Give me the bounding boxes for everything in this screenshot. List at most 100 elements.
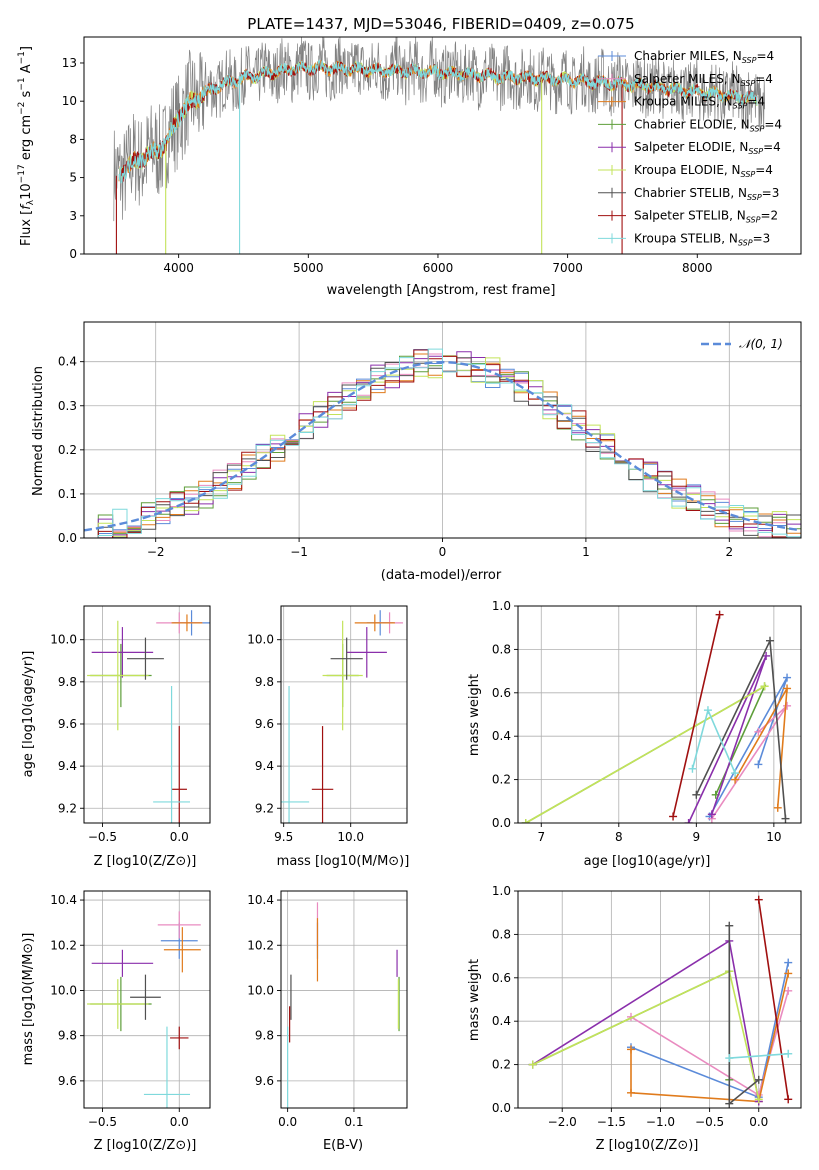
y-tick-label: 0.2 bbox=[58, 443, 77, 457]
x-tick-label: 2 bbox=[725, 545, 733, 559]
y-tick-label: 9.2 bbox=[255, 801, 274, 815]
spectrum-title: PLATE=1437, MJD=53046, FIBERID=0409, z=0… bbox=[247, 15, 634, 33]
weight-point-marker bbox=[754, 895, 763, 904]
weight-point-marker bbox=[684, 819, 693, 823]
y-tick-label: 10.0 bbox=[247, 633, 274, 647]
model-spectrum-line bbox=[118, 59, 758, 184]
age-weight-ylabel: mass weight bbox=[467, 674, 482, 756]
z-age-ylabel: age [log10(age/yr)] bbox=[21, 651, 36, 778]
y-tick-label: 10.4 bbox=[247, 893, 274, 907]
errorbar-point bbox=[91, 949, 154, 977]
weight-point-marker bbox=[715, 610, 724, 619]
age-weight-plot-area bbox=[521, 610, 792, 823]
residual-xlabel: (data-model)/error bbox=[381, 568, 502, 583]
errorbar-point bbox=[346, 627, 387, 678]
legend-label: Salpeter STELIB, NSSP=2 bbox=[634, 209, 778, 225]
mass-age-plot-area bbox=[281, 610, 403, 823]
weight-point-marker bbox=[760, 682, 769, 691]
legend-label: Kroupa MILES, NSSP=4 bbox=[634, 95, 765, 111]
y-tick-label: 0.2 bbox=[492, 773, 511, 787]
x-tick-label: 10.0 bbox=[337, 830, 364, 844]
x-tick-label: 0.0 bbox=[278, 1115, 297, 1129]
weight-point-marker bbox=[754, 727, 763, 736]
y-tick-label: 0.6 bbox=[492, 686, 511, 700]
weight-point-marker bbox=[725, 1054, 734, 1063]
legend-label: Chabrier STELIB, NSSP=3 bbox=[634, 186, 779, 202]
x-tick-label: 7 bbox=[537, 830, 545, 844]
y-tick-label: 13 bbox=[62, 56, 77, 70]
x-tick-label: −2 bbox=[147, 545, 165, 559]
y-tick-label: 0.0 bbox=[492, 816, 511, 830]
errorbar-point bbox=[354, 614, 395, 632]
z-weight-xlabel: Z [log10(Z/Z⊙)] bbox=[596, 1138, 699, 1153]
y-tick-label: 8 bbox=[69, 132, 77, 146]
residual-plot-area bbox=[84, 348, 801, 538]
weight-point-marker bbox=[754, 1075, 763, 1084]
x-tick-label: −1.0 bbox=[646, 1115, 675, 1129]
y-tick-label: 0.0 bbox=[492, 1101, 511, 1115]
y-tick-label: 10.4 bbox=[50, 893, 77, 907]
x-tick-label: 6000 bbox=[423, 261, 454, 275]
legend-label: Chabrier MILES, NSSP=4 bbox=[634, 49, 774, 65]
spectrum-frame bbox=[83, 36, 802, 255]
z-weight-group: −2.0 −1.5 −1.0 −0.5 0.0 0.0 0.2 0.4 0.6 0.8 1.0 bbox=[492, 884, 802, 1129]
weight-point-marker bbox=[528, 1060, 537, 1069]
errorbar-point bbox=[322, 620, 363, 731]
spectrum-xlabel: wavelength [Angstrom, rest frame] bbox=[327, 283, 556, 298]
errorbar-point bbox=[171, 614, 203, 632]
y-tick-label: 10.0 bbox=[50, 983, 77, 997]
weight-point-marker bbox=[521, 819, 530, 823]
weight-series-line bbox=[711, 705, 788, 820]
weight-point-marker bbox=[627, 1045, 636, 1054]
z-mass-frame bbox=[83, 890, 211, 1109]
weight-point-marker bbox=[784, 969, 793, 978]
weight-series-line bbox=[672, 614, 721, 817]
weight-point-marker bbox=[783, 701, 792, 710]
weight-series-line bbox=[525, 685, 765, 823]
y-tick-label: 9.6 bbox=[255, 717, 274, 731]
spectrum-plot-area bbox=[113, 37, 766, 254]
mass-age-frame bbox=[280, 605, 408, 824]
weight-series-line bbox=[757, 899, 789, 1100]
weight-point-marker bbox=[754, 760, 763, 769]
y-tick-label: 10.0 bbox=[247, 983, 274, 997]
weight-point-marker bbox=[784, 986, 793, 995]
weight-point-marker bbox=[784, 1049, 793, 1058]
y-tick-label: 9.8 bbox=[255, 675, 274, 689]
x-tick-label: 1 bbox=[582, 545, 590, 559]
errorbar-point bbox=[281, 686, 310, 823]
y-tick-label: 9.4 bbox=[255, 759, 274, 773]
y-tick-label: 0.2 bbox=[492, 1058, 511, 1072]
age-weight-frame bbox=[517, 605, 802, 824]
y-tick-label: 3 bbox=[69, 209, 77, 223]
legend-label: Salpeter MILES, NSSP=4 bbox=[634, 72, 773, 88]
y-tick-label: 9.8 bbox=[58, 1029, 77, 1043]
weight-point-marker bbox=[692, 790, 701, 799]
spectrum-legend: Chabrier MILES, NSSP=4 Salpeter MILES, NS… bbox=[598, 49, 782, 247]
x-tick-label: 9 bbox=[693, 830, 701, 844]
x-tick-label: 5000 bbox=[293, 261, 324, 275]
legend-label: Kroupa ELODIE, NSSP=4 bbox=[634, 163, 773, 179]
z-weight-ylabel: mass weight bbox=[467, 959, 482, 1041]
weight-point-marker bbox=[781, 814, 790, 823]
z-mass-xlabel: Z [log10(Z/Z⊙)] bbox=[94, 1138, 197, 1153]
ebv-mass-xlabel: E(B-V) bbox=[323, 1138, 363, 1153]
y-tick-label: 0.4 bbox=[492, 729, 511, 743]
x-tick-label: 0 bbox=[439, 545, 447, 559]
errorbar-point bbox=[153, 686, 191, 823]
ebv-mass-frame bbox=[280, 890, 408, 1109]
age-weight-group: 7 8 9 10 0.0 0.2 0.4 0.6 0.8 1.0 bbox=[492, 599, 802, 844]
y-tick-label: 0.4 bbox=[58, 355, 77, 369]
errorbar-point bbox=[87, 620, 149, 731]
y-tick-label: 1.0 bbox=[492, 884, 511, 898]
x-tick-label: 7000 bbox=[552, 261, 583, 275]
y-tick-label: 0.1 bbox=[58, 487, 77, 501]
spectrum-group: 4000 5000 6000 7000 8000 0 3 5 8 10 13 bbox=[62, 36, 802, 275]
z-age-plot-area bbox=[87, 610, 210, 823]
weight-point-marker bbox=[703, 706, 712, 715]
z-age-group: −0.5 0.0 9.2 9.4 9.6 9.8 10.0 bbox=[50, 605, 211, 844]
residual-legend: 𝒩(0, 1) bbox=[701, 337, 783, 351]
weight-series-line bbox=[729, 1053, 789, 1059]
y-tick-label: 9.6 bbox=[58, 717, 77, 731]
